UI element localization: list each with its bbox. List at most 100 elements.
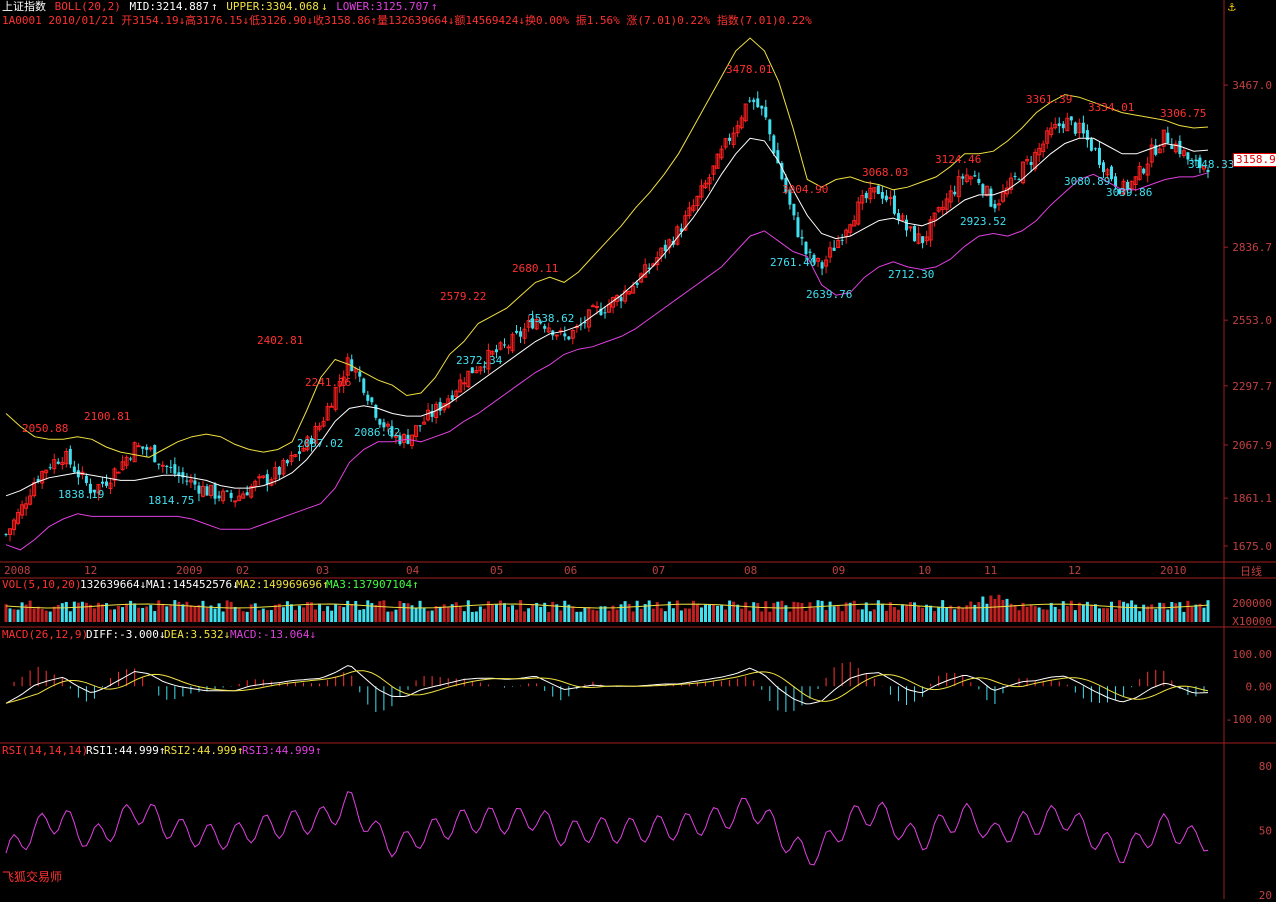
volume-bar	[631, 611, 635, 622]
volume-bar	[56, 604, 60, 622]
volume-bar	[20, 602, 24, 622]
volume-bar	[398, 601, 402, 622]
candle-body-down	[808, 251, 812, 253]
high-label: 2680.11	[512, 262, 558, 275]
volume-bar	[490, 604, 494, 622]
volume-bar	[535, 602, 539, 622]
volume-bar	[900, 604, 904, 622]
volume-bar	[667, 601, 671, 622]
candle-body-up	[28, 495, 33, 505]
volume-bar	[591, 609, 595, 622]
candle-body-up	[44, 469, 49, 474]
volume-bar	[519, 600, 523, 622]
candle-body-up	[699, 185, 704, 198]
candle-body-down	[285, 460, 289, 464]
volume-bar	[969, 601, 973, 622]
volume-bar	[828, 601, 832, 622]
volume-bar	[96, 602, 100, 622]
candle-body-down	[310, 438, 314, 445]
candle-body-down	[1110, 166, 1114, 180]
volume-bar	[583, 607, 587, 622]
volume-bar	[820, 600, 824, 622]
candle-body-down	[193, 480, 197, 485]
low-label: 2639.76	[806, 288, 852, 301]
candle-body-up	[1149, 144, 1154, 163]
volume-bar	[679, 610, 683, 622]
volume-bar	[1122, 601, 1126, 622]
candle-body-up	[940, 206, 945, 210]
macd-title: MACD(26,12,9)	[2, 628, 88, 641]
volume-bar	[1134, 604, 1138, 622]
high-label: 2100.81	[84, 410, 130, 423]
volume-bar	[772, 602, 776, 622]
date-tick-label: 11	[984, 564, 997, 577]
volume-bar	[720, 605, 724, 622]
macd-bars	[13, 662, 1205, 712]
candle-body-down	[1093, 148, 1097, 150]
candle-body-up	[868, 187, 873, 200]
candle-body-up	[221, 490, 226, 502]
candle-body-up	[462, 382, 467, 385]
candle-body-up	[422, 421, 427, 425]
high-label: 2579.22	[440, 290, 486, 303]
volume-bar	[744, 602, 748, 622]
volume-bar	[527, 608, 531, 622]
candle-body-down	[72, 466, 76, 473]
candle-body-down	[961, 176, 965, 179]
candles	[4, 91, 1210, 542]
date-tick-label: 09	[832, 564, 845, 577]
high-label: 3306.75	[1160, 107, 1206, 120]
candle-body-down	[450, 395, 454, 400]
volume-bar	[1182, 611, 1186, 622]
volume-bar	[109, 609, 113, 622]
candle-body-up	[1137, 165, 1142, 180]
vol-tick-label: 200000	[1232, 597, 1272, 610]
boll-upper: UPPER:3304.068	[226, 0, 319, 13]
candle-body-down	[4, 533, 8, 535]
volume-bar	[961, 608, 965, 622]
candle-body-down	[647, 267, 651, 269]
candle-body-up	[719, 148, 724, 159]
volume-bar	[72, 601, 76, 622]
candle-body-up	[932, 212, 937, 221]
candle-body-up	[836, 239, 841, 249]
candle-body-down	[772, 135, 776, 154]
volume-bar	[502, 603, 506, 622]
candle-body-up	[707, 177, 712, 185]
candle-body-up	[695, 195, 700, 206]
candle-body-down	[780, 162, 784, 180]
volume-bar	[1110, 601, 1114, 622]
macd-diff: DIFF:-3.000↓	[86, 628, 165, 641]
volume-bar	[458, 605, 462, 622]
candle-body-down	[792, 203, 796, 216]
candle-body-up	[623, 290, 628, 302]
candle-body-down	[145, 446, 149, 450]
volume-bar	[133, 603, 137, 622]
volume-bar	[137, 607, 141, 622]
volume-bar	[716, 605, 720, 622]
candle-body-down	[784, 178, 788, 193]
candle-body-up	[241, 493, 246, 499]
candle-body-down	[205, 486, 209, 496]
candle-body-up	[872, 187, 877, 193]
volume-bar	[937, 607, 941, 622]
volume-bar	[607, 610, 611, 622]
volume-bar	[301, 607, 305, 622]
volume-bar	[261, 608, 265, 622]
volume-bar	[724, 609, 728, 622]
volume-bar	[683, 608, 687, 622]
high-label: 3361.39	[1026, 93, 1072, 106]
anchor-icon[interactable]: ⚓	[1228, 0, 1236, 15]
candle-body-up	[1201, 165, 1206, 170]
candle-body-down	[350, 359, 354, 372]
macd-dea: DEA:3.532↓	[164, 628, 230, 641]
volume-bar	[1021, 602, 1025, 622]
candle-body-up	[1041, 143, 1046, 152]
candle-body-up	[723, 138, 728, 148]
vol-unit-label: X10000	[1232, 615, 1272, 628]
rsi2-label: RSI2:44.999↑	[164, 744, 243, 757]
volume-bar	[181, 604, 185, 622]
price-tick-label: 2553.0	[1232, 314, 1272, 327]
